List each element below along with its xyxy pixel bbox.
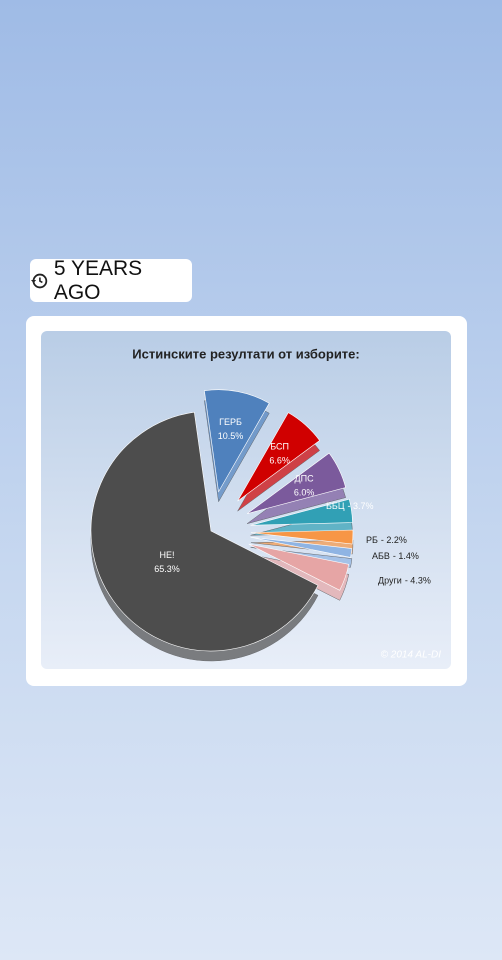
value-label: - 2.2% (381, 535, 407, 545)
memory-badge[interactable]: 5 YEARS AGO (30, 256, 192, 304)
slice (90, 411, 319, 652)
history-icon (30, 273, 48, 288)
value-label: 10.5% (218, 431, 244, 441)
chart: Истинските резултати от изборите: © 2014… (41, 331, 451, 669)
value-label: - 4.3% (405, 576, 431, 586)
badge-text: 5 YEARS AGO (53, 256, 143, 304)
category-name: АБВ (372, 551, 390, 561)
slice-label: БСП (270, 441, 289, 451)
slice-label: АБВ - 1.4% (372, 551, 419, 561)
slice (250, 498, 353, 526)
category-name: Други (378, 576, 402, 586)
slice (237, 412, 321, 502)
slice-label: Други - 4.3% (378, 576, 431, 586)
watermark: © 2014 AL-DI (381, 650, 442, 661)
slice (248, 543, 350, 591)
slice (250, 536, 353, 558)
slice-label: ГЕРБ (219, 417, 242, 427)
slice (250, 529, 354, 545)
value-label: - 1.4% (393, 551, 419, 561)
slice-label: РБ - 2.2% (366, 535, 407, 545)
value-label: 6.6% (269, 455, 290, 465)
slice-label: НЕ! (160, 550, 175, 560)
slice (246, 452, 347, 514)
post-card: Истинските резултати от изборите: © 2014… (26, 316, 467, 686)
category-name: ББЦ (326, 501, 345, 511)
value-label: - 3.7% (347, 501, 373, 511)
slice-label: ББЦ - 3.7% (326, 501, 374, 511)
chart-title: Истинските резултати от изборите: (132, 346, 359, 361)
category-name: РБ (366, 535, 378, 545)
value-label: 65.3% (154, 564, 180, 574)
slice-label: ДПС (295, 474, 315, 484)
slice (204, 389, 270, 493)
value-label: 6.0% (294, 488, 315, 498)
